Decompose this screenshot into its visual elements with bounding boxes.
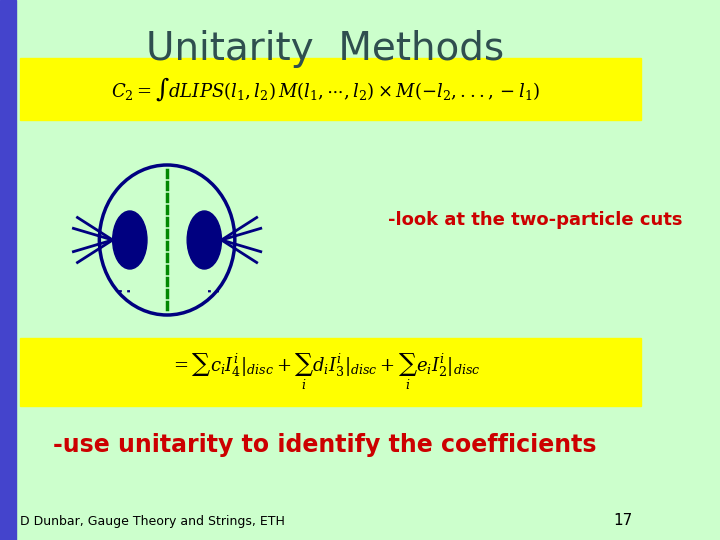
Text: -look at the two-particle cuts: -look at the two-particle cuts [388,211,683,229]
Text: :: : [112,284,132,292]
Text: 17: 17 [613,513,632,528]
Bar [0,0,17,540]
Text: :: : [202,284,222,292]
Ellipse shape [187,211,222,269]
Text: -use unitarity to identify the coefficients: -use unitarity to identify the coefficie… [53,433,597,457]
Text: D Dunbar, Gauge Theory and Strings, ETH: D Dunbar, Gauge Theory and Strings, ETH [20,515,284,528]
FancyBboxPatch shape [20,58,642,120]
Text: Unitarity  Methods: Unitarity Methods [146,30,504,68]
Text: $C_2 = \int dLIPS(l_1, l_2)\, M(l_1, \cdots, l_2) \times M(-l_2, ..., -l_1)$: $C_2 = \int dLIPS(l_1, l_2)\, M(l_1, \cd… [110,75,540,103]
Text: $= \sum c_i I_4^i|_{disc} + \sum_i d_i I_3^i|_{disc} + \sum_i e_i I_2^i|_{disc}$: $= \sum c_i I_4^i|_{disc} + \sum_i d_i I… [170,352,480,392]
Ellipse shape [112,211,147,269]
FancyBboxPatch shape [20,338,642,406]
